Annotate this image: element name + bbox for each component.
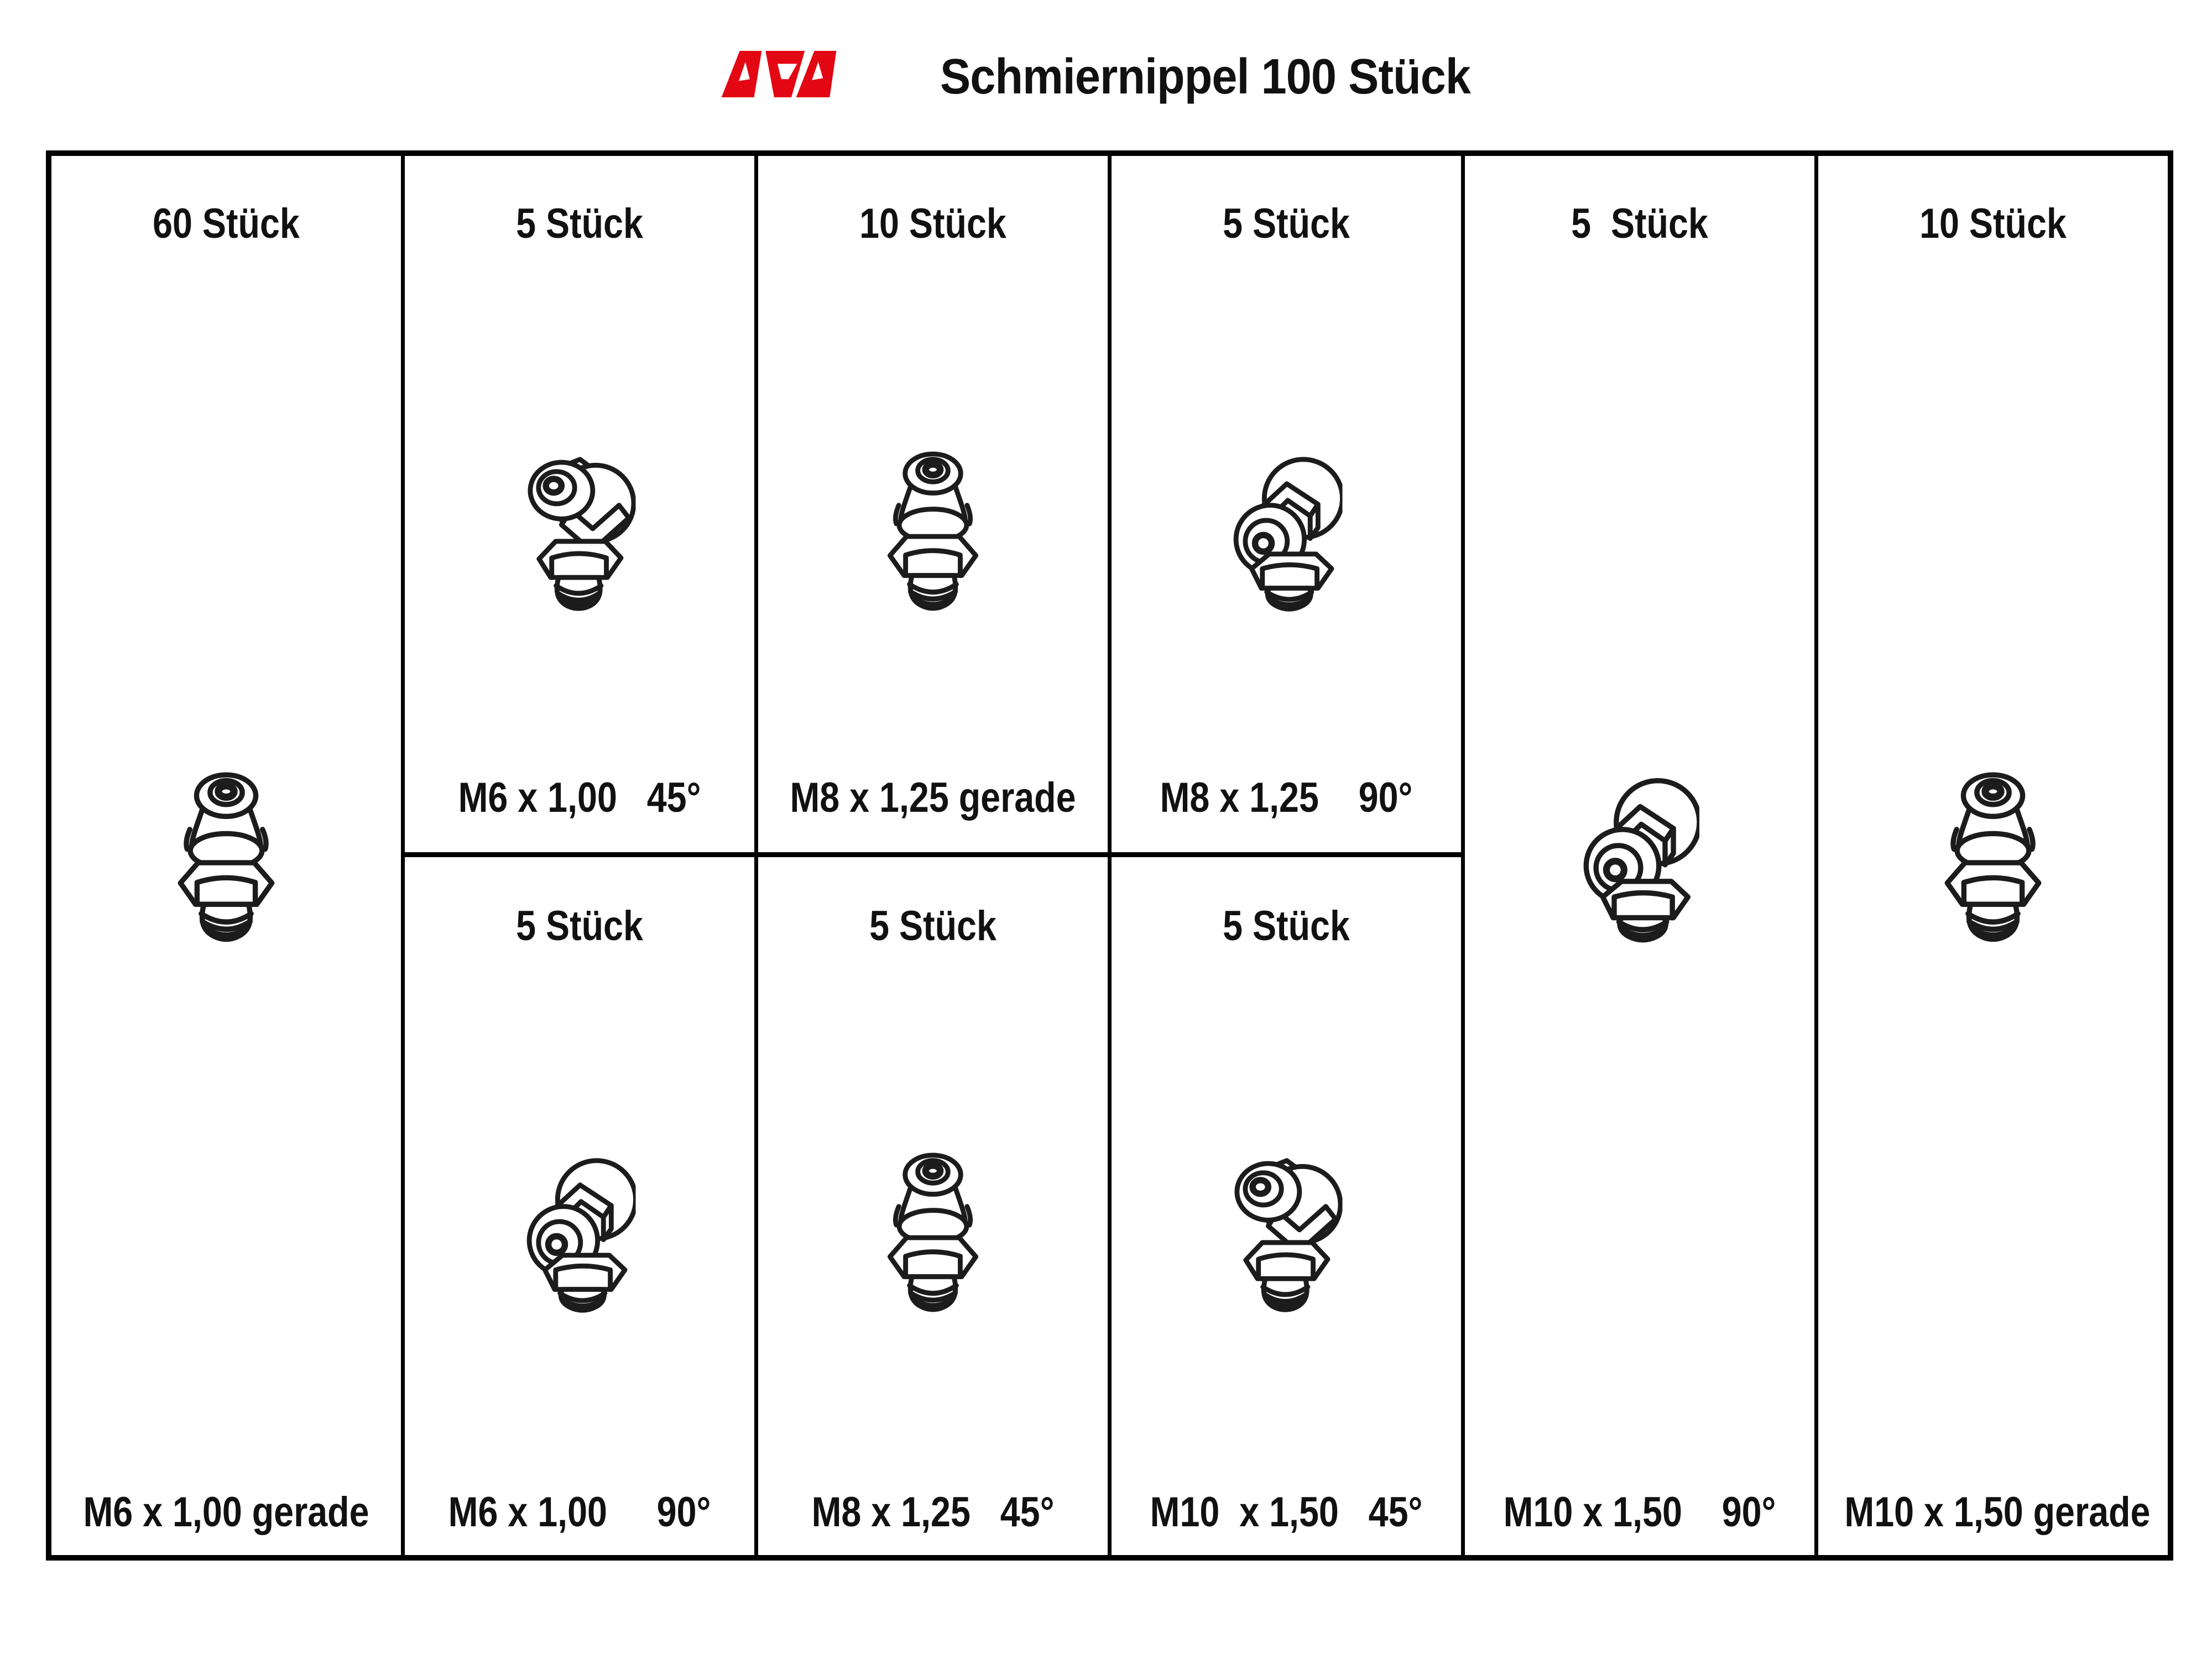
grease-nipple-straight-icon [884, 1147, 982, 1313]
count-label: 10 Stück [1919, 200, 2067, 247]
spec-label: M10 x 1,50 45° [1150, 1489, 1423, 1536]
count-label: 5 Stück [869, 902, 997, 950]
count-label: 60 Stück [153, 200, 300, 247]
cell-m10-gerade: 10 Stück M10 x 1,50 gerade [1818, 156, 2168, 1555]
spec-label: M8 x 1,25 45° [811, 1489, 1055, 1536]
spec-label: M8 x 1,25 90° [1160, 774, 1413, 821]
count-label: 5 Stück [1571, 200, 1708, 247]
cell-m8-gerade: 10 Stück M8 x 1,25 gerade [758, 156, 1108, 852]
cell-m10-90: 5 Stück M10 x 1,50 90° [1465, 156, 1814, 1555]
spec-label: M10 x 1,50 90° [1503, 1489, 1776, 1536]
grease-nipple-45-icon [524, 446, 636, 612]
cell-m10-45: 5 Stück M10 x 1,50 45° [1112, 857, 1461, 1555]
grease-nipple-90-icon [1580, 766, 1699, 943]
cell-m8-90: 5 Stück M8 x 1,25 90° [1112, 156, 1461, 852]
cell-m6-45: 5 Stück M6 x 1,00 45° [405, 156, 754, 852]
cell-m6-gerade: 60 Stück M6 x 1,00 gerade [51, 156, 401, 1555]
count-label: 5 Stück [516, 902, 643, 950]
apa-logo [721, 51, 837, 97]
count-label: 5 Stück [1223, 200, 1350, 247]
count-label: 5 Stück [1223, 902, 1350, 950]
spec-label: M6 x 1,00 45° [458, 774, 701, 821]
row-divider [401, 852, 1465, 857]
spec-label: M6 x 1,00 gerade [83, 1489, 369, 1536]
count-label: 10 Stück [859, 200, 1006, 247]
count-label: 5 Stück [516, 200, 643, 247]
cell-m6-90: 5 Stück M6 x 1,00 90° [405, 857, 754, 1555]
grease-nipple-straight-icon [174, 766, 278, 943]
spec-label: M6 x 1,00 90° [448, 1489, 711, 1536]
grease-nipple-straight-icon [884, 446, 982, 612]
spec-label: M10 x 1,50 gerade [1844, 1489, 2151, 1536]
cell-m8-45: 5 Stück M8 x 1,25 45° [758, 857, 1108, 1555]
grease-nipple-45-icon [1230, 1147, 1343, 1313]
page-title: Schmiernippel 100 Stück [940, 49, 1471, 105]
grease-nipple-90-icon [524, 1147, 636, 1313]
column-divider [1814, 156, 1818, 1555]
grease-nipple-90-icon [1230, 446, 1343, 612]
grease-nipple-straight-icon [1941, 766, 2045, 943]
spec-label: M8 x 1,25 gerade [790, 774, 1076, 821]
